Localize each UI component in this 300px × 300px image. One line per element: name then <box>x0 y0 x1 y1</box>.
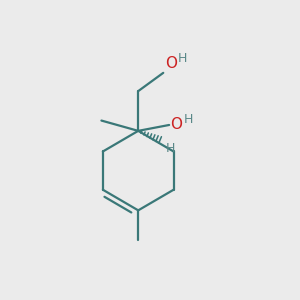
Text: H: H <box>177 52 187 64</box>
Text: O: O <box>165 56 177 71</box>
Text: H: H <box>183 112 193 126</box>
Text: H: H <box>166 142 175 155</box>
Text: O: O <box>171 117 183 132</box>
